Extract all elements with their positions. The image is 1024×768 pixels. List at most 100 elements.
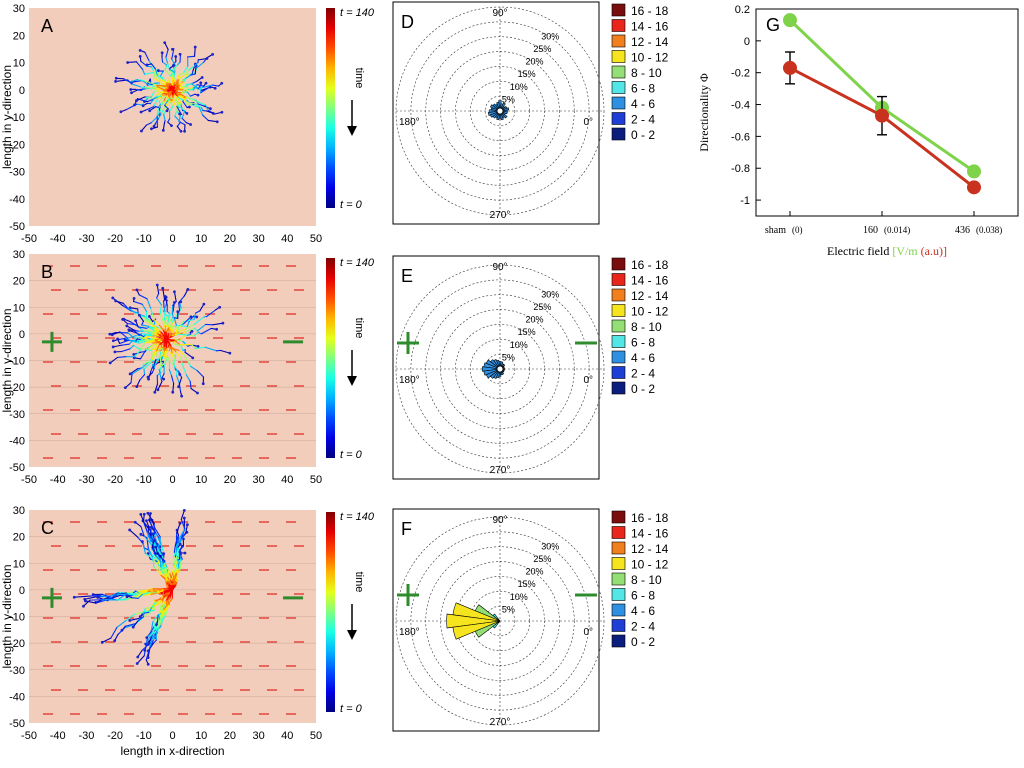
trajectory-segment <box>157 590 164 594</box>
x-tick-label: -30 <box>78 730 94 742</box>
trajectory-segment <box>143 315 151 321</box>
trajectory-end <box>189 123 192 126</box>
ring-label: 5% <box>502 352 515 362</box>
trajectory-end <box>215 327 219 331</box>
x-tick-label: 10 <box>195 730 207 742</box>
trajectory-segment <box>168 369 173 377</box>
trajectory-end <box>139 513 143 516</box>
trajectory-end <box>179 129 183 133</box>
trajectory-segment <box>190 365 198 372</box>
trajectory-segment <box>129 344 135 350</box>
trajectory-segment <box>148 527 153 536</box>
trajectory-end <box>193 45 197 49</box>
trajectory-end <box>153 390 157 394</box>
trajectory-segment <box>129 529 139 538</box>
trajectory-segment <box>158 338 168 346</box>
trajectory-segment <box>139 350 146 360</box>
trajectory-end <box>174 55 178 58</box>
angle-label-0: 0° <box>583 627 593 638</box>
trajectory-end <box>180 394 184 398</box>
trajectory-segment <box>151 96 158 101</box>
trajectory-segment <box>166 354 171 363</box>
legend-label: 8 - 10 <box>631 573 662 587</box>
trajectory-segment <box>171 571 177 585</box>
trajectory-end <box>189 315 193 319</box>
trajectory-end <box>150 127 153 131</box>
trajectory-segment <box>177 537 182 544</box>
trajectory-end <box>131 625 135 629</box>
polar-wedge <box>446 613 501 629</box>
trajectory-segment <box>183 65 189 73</box>
trajectory-segment <box>163 306 166 312</box>
ring-label: 15% <box>518 69 536 79</box>
trajectory-segment <box>147 342 156 350</box>
trajectory-segment <box>168 574 171 580</box>
panel-a: -50 -40 -30 -20 -10 0 10 20 30 40 50 30 20 10 0 -10 -20 -… <box>0 3 375 245</box>
trajectory-segment <box>161 590 172 597</box>
trajectory-segment <box>116 619 127 628</box>
trajectory-segment <box>165 567 168 577</box>
trajectory-segment <box>149 635 154 648</box>
legend-label: 16 - 18 <box>631 258 669 272</box>
trajectory-segment <box>172 301 177 307</box>
electrodes <box>41 587 304 608</box>
trajectory-segment <box>152 330 161 338</box>
y-tick-label: 30 <box>13 505 25 517</box>
trajectory-segment <box>141 608 146 616</box>
trajectory-segment <box>157 109 162 116</box>
y-tick-label: 10 <box>13 302 25 314</box>
trajectory-segment <box>181 110 186 119</box>
trajectory-end <box>147 642 150 646</box>
trajectory-segment <box>176 102 182 107</box>
trajectory-segment <box>160 555 164 563</box>
x-tick-label: -50 <box>21 233 37 245</box>
trajectory-segment <box>123 78 131 83</box>
y-tick-label: -40 <box>9 435 25 447</box>
x-tick-label: 20 <box>224 474 236 486</box>
trajectory-end <box>135 385 139 389</box>
trajectory-segment <box>152 628 158 637</box>
trajectory-segment <box>158 368 162 381</box>
trajectory-end <box>114 76 118 80</box>
trajectory-segment <box>142 316 152 325</box>
trajectory-segment <box>201 84 214 89</box>
legend-swatch <box>611 257 626 271</box>
panel-label: C <box>41 518 54 538</box>
trajectory-segment <box>196 323 207 332</box>
trajectory-segment <box>126 306 137 314</box>
legend-label: 8 - 10 <box>631 66 662 80</box>
colorbar-time-label: time <box>353 318 365 339</box>
trajectory-segment <box>183 83 188 88</box>
trajectory-segment <box>143 610 152 618</box>
trajectory-segment <box>164 321 169 326</box>
angle-label-0: 0° <box>583 375 593 386</box>
trajectory-segment <box>122 304 132 312</box>
x-tick-label: -40 <box>50 730 66 742</box>
trajectory-segment <box>181 117 187 124</box>
legend-swatch <box>611 319 626 333</box>
panel-d: 5% 10% 15% 20% 25% 30% 90° 180° 0° 270° D 16 - 18 14… <box>392 1 669 225</box>
trajectory-segment <box>160 561 164 570</box>
trajectory-end <box>135 662 139 665</box>
trajectory-segment <box>186 320 190 328</box>
trajectory-segment <box>175 107 178 113</box>
trajectory-segment <box>151 351 157 361</box>
legend-swatch <box>611 603 626 617</box>
legend-swatch <box>611 350 626 364</box>
trajectory-segment <box>160 609 164 619</box>
trajectory-segment <box>152 558 160 568</box>
trajectory-segment <box>177 333 189 336</box>
trajectory-segment <box>164 87 171 90</box>
trajectory-segment <box>148 326 155 331</box>
trajectory-segment <box>185 74 192 79</box>
trajectory-segment <box>165 82 169 89</box>
trajectory-segment <box>161 100 169 103</box>
x-tick-label: -10 <box>136 730 152 742</box>
ring-label: 30% <box>541 31 559 41</box>
trajectory-segment <box>151 313 155 320</box>
trajectory-segment <box>183 77 187 82</box>
trajectory-segment <box>182 89 189 91</box>
trajectory-end <box>140 129 143 133</box>
trajectory-segment <box>147 83 155 88</box>
y-tick-label: -10 <box>9 356 25 368</box>
